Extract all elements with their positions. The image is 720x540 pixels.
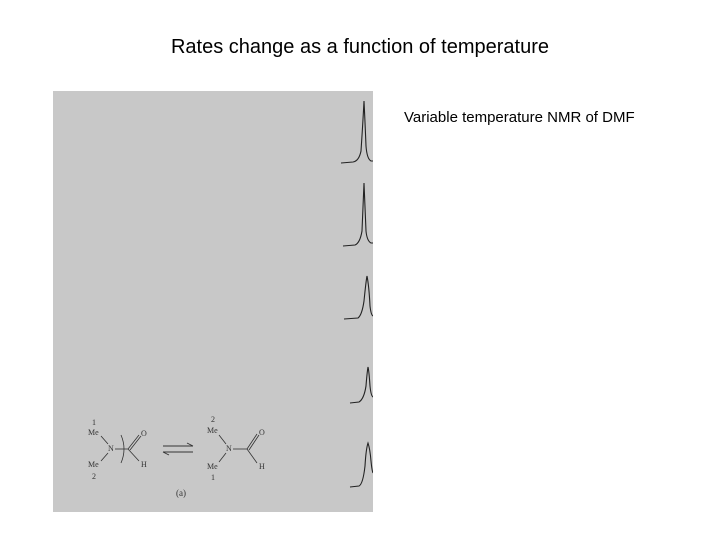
- equilibrium-arrows: [162, 442, 194, 456]
- label-o: O: [259, 428, 265, 437]
- nmr-figure-panel: 1 Me N Me 2 O H 2 Me N Me: [53, 91, 373, 512]
- label-o: O: [141, 429, 147, 438]
- panel-label: (a): [176, 488, 186, 498]
- nmr-spectrum-2: [342, 182, 373, 247]
- label-h: H: [141, 460, 147, 469]
- label-me-bottom: Me: [207, 462, 218, 471]
- figure-caption: Variable temperature NMR of DMF: [404, 109, 635, 126]
- nmr-spectrum-3: [343, 275, 373, 320]
- label-h: H: [259, 462, 265, 471]
- label-me-bottom: Me: [88, 460, 99, 469]
- label-n: N: [226, 444, 232, 453]
- nmr-spectrum-1: [340, 100, 373, 164]
- label-1: 1: [211, 473, 215, 482]
- slide-title: Rates change as a function of temperatur…: [170, 36, 549, 58]
- label-me-top: Me: [88, 428, 99, 437]
- dmf-structure-left: 1 Me N Me 2 O H: [88, 418, 147, 481]
- label-n: N: [108, 444, 114, 453]
- nmr-spectrum-4: [349, 366, 373, 404]
- label-2: 2: [92, 472, 96, 481]
- nmr-figure-svg: 1 Me N Me 2 O H 2 Me N Me: [88, 100, 373, 498]
- dmf-structure-right: 2 Me N Me 1 O H: [207, 415, 265, 482]
- nmr-spectrum-5: [349, 441, 373, 488]
- label-2: 2: [211, 415, 215, 424]
- label-me-top: Me: [207, 426, 218, 435]
- label-1: 1: [92, 418, 96, 427]
